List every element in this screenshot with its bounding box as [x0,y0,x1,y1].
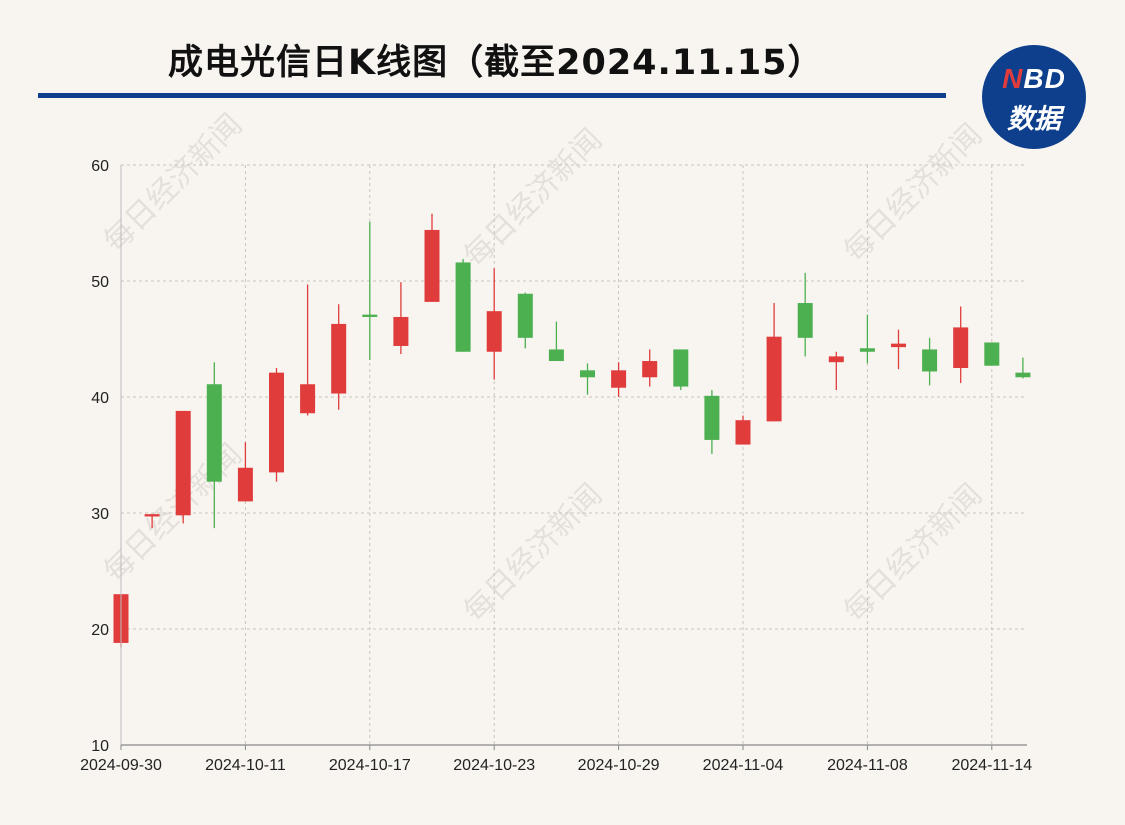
candle-body [393,316,409,346]
candle-body [455,262,471,352]
candle [237,442,253,502]
candle-body [206,384,222,482]
candle [704,390,720,454]
x-tick-label: 2024-10-17 [329,757,411,774]
candle [984,342,1000,366]
logo-brand-accent: N [1002,63,1024,94]
candle-body [828,356,844,363]
candle-body [984,342,1000,366]
candle-body [766,336,782,422]
y-tick-label: 60 [91,158,109,175]
candle [797,272,813,357]
candle [1015,357,1031,379]
candle [828,351,844,391]
logo-subtitle: 数据 [1007,104,1061,135]
candle-body [144,514,160,517]
x-tick-label: 2024-10-11 [205,757,286,774]
grid-layer [121,164,1027,745]
candle [642,349,658,387]
logo-brand-rest: BD [1023,63,1066,94]
candle-body [269,372,284,473]
candle-body [1015,372,1031,378]
x-tick-label: 2024-10-23 [453,757,535,774]
candle [424,213,440,302]
candle-body [486,311,502,352]
candle [331,304,347,410]
candle [611,362,627,397]
candle [735,415,751,445]
title-underline [38,93,946,98]
watermark-text: 每日经济新闻 [97,107,249,259]
candle-body [735,420,751,445]
nbd-logo: NBD 数据 [982,45,1086,149]
candle-body [922,349,938,372]
chart-title: 成电光信日K线图（截至2024.11.15） [168,43,824,83]
candle [175,410,191,524]
candle-body [704,395,720,440]
candle-body [859,348,875,352]
candle [922,337,938,386]
axes-layer: 10 20 30 40 50 60 2024-09-30 2024-10-11 2024-10-… [80,158,1032,774]
x-tick-label: 2024-09-30 [80,757,162,774]
candle-body [797,303,813,338]
candle [486,268,502,380]
candle [580,363,595,395]
candle [859,314,875,364]
x-tick-label: 2024-11-04 [703,757,784,774]
candle [393,282,409,355]
watermark-text: 每日经济新闻 [837,117,989,269]
y-tick-label: 10 [91,738,109,755]
candle-body [891,343,906,348]
y-tick-label: 40 [91,390,109,407]
watermark-text: 每日经济新闻 [837,477,989,629]
y-tick-label: 30 [91,506,109,523]
logo-brand: NBD [982,63,1086,95]
candle [548,321,564,362]
candle-body [331,323,347,394]
candle-body [953,327,969,368]
candle-body [300,384,316,414]
candle [144,514,160,529]
watermark-text: 每日经济新闻 [97,437,249,589]
candle [517,292,533,349]
candle-body [237,467,253,502]
candle-body [548,349,564,362]
candle-body [673,349,689,387]
candle-body [424,229,440,302]
watermark-text: 每日经济新闻 [457,477,609,629]
candle [953,306,969,384]
y-tick-label: 50 [91,274,109,291]
candle-body [580,370,595,378]
candle [269,368,284,482]
candle [206,362,222,529]
candle [766,303,782,422]
candle-body [517,293,533,338]
candle [300,284,316,416]
candle-body [611,370,627,388]
watermark-text: 每日经济新闻 [457,122,609,274]
candle [673,349,689,391]
candle-body [362,314,378,317]
candle-body [642,361,658,378]
x-tick-label: 2024-10-29 [578,757,660,774]
candle-body [175,410,191,516]
x-tick-label: 2024-11-14 [951,757,1032,774]
x-tick-label: 2024-11-08 [827,757,908,774]
candle [455,258,471,352]
y-tick-label: 20 [91,622,109,639]
candle [891,329,906,370]
candle [362,221,378,360]
